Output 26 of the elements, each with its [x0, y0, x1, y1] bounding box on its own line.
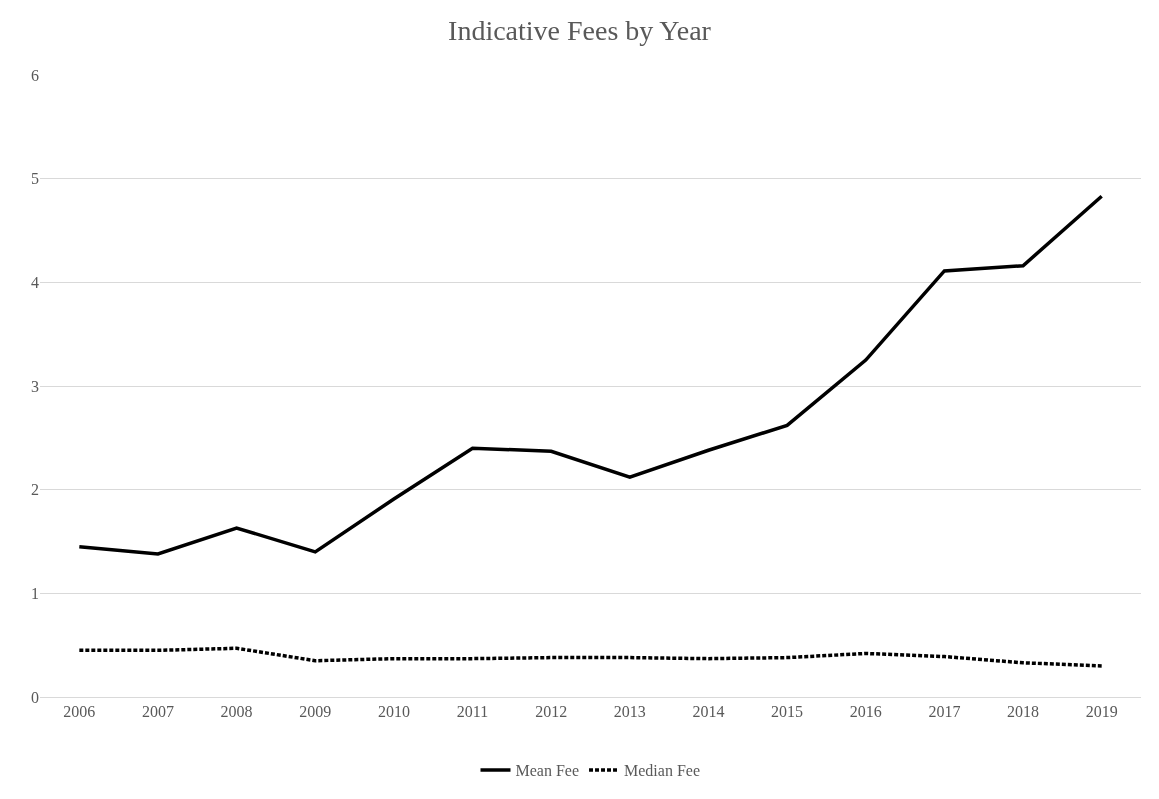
- line-series: [77, 194, 1104, 556]
- x-tick-label: 2006: [63, 703, 96, 721]
- x-tick-label: 2014: [692, 703, 725, 721]
- y-tick-label: 3: [31, 377, 39, 395]
- x-tick-label: 2008: [220, 703, 253, 721]
- y-tick-label: 5: [31, 170, 39, 188]
- line-series: [77, 646, 1104, 668]
- y-tick-label: 6: [31, 66, 39, 84]
- x-tick-label: 2007: [141, 703, 174, 721]
- y-tick-label: 0: [31, 688, 39, 706]
- x-tick-label: 2017: [928, 703, 961, 721]
- legend-label: Mean Fee: [515, 762, 580, 780]
- legend-label: Median Fee: [624, 762, 701, 780]
- x-tick-label: 2013: [613, 703, 646, 721]
- x-tick-label: 2009: [299, 703, 332, 721]
- x-tick-label: 2010: [377, 703, 410, 721]
- x-tick-label: 2011: [456, 703, 489, 721]
- x-tick-label: 2016: [849, 703, 882, 721]
- y-tick-label: 4: [31, 273, 39, 291]
- x-tick-label: 2015: [771, 703, 804, 721]
- x-tick-label: 2012: [535, 703, 568, 721]
- x-tick-label: 2018: [1007, 703, 1040, 721]
- y-tick-label: 2: [31, 481, 39, 499]
- x-tick-label: 2019: [1085, 703, 1118, 721]
- chart-title: Indicative Fees by Year: [448, 14, 712, 46]
- y-tick-label: 1: [31, 584, 39, 602]
